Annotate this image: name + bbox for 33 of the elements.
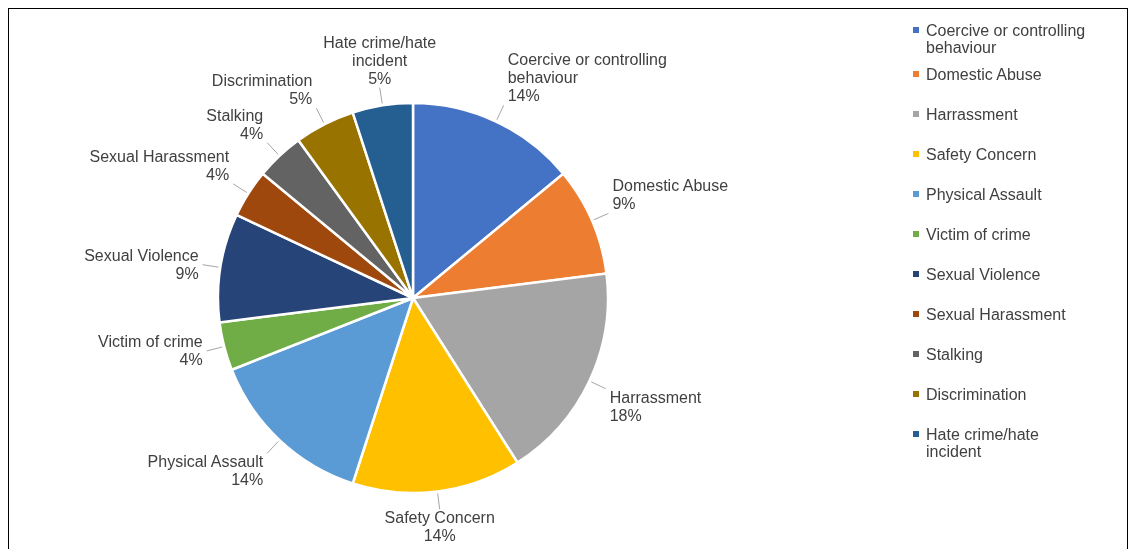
slice-label: Hate crime/hate incident — [323, 33, 437, 69]
legend-label: Discrimination — [926, 386, 1027, 403]
data-label: 9% — [612, 195, 636, 213]
slice-label: Physical Assault — [147, 453, 264, 471]
data-label: 5% — [289, 90, 313, 108]
legend-label: Coercive or controlling behaviour — [926, 22, 1086, 56]
legend-label: Physical Assault — [926, 186, 1043, 203]
legend-label: Sexual Violence — [926, 266, 1041, 283]
slice-label: Safety Concern — [384, 509, 495, 527]
legend-label: Harrassment — [926, 106, 1019, 123]
data-label: 9% — [175, 264, 199, 282]
slice-label: Sexual Harassment — [89, 147, 230, 165]
slice-label: Victim of crime — [98, 332, 203, 350]
data-label: 14% — [507, 87, 540, 105]
data-label: 14% — [231, 471, 264, 489]
data-label: 4% — [240, 124, 264, 142]
legend-label: Stalking — [926, 346, 983, 363]
data-label: 18% — [609, 406, 642, 424]
slice-label: Harrassment — [609, 388, 702, 406]
data-label: 4% — [179, 350, 203, 368]
legend-label: Sexual Harassment — [926, 306, 1067, 323]
slice-label: Coercive or controlling behaviour — [507, 51, 667, 87]
legend-label: Victim of crime — [926, 226, 1031, 243]
slice-label: Domestic Abuse — [612, 177, 729, 195]
data-label: 14% — [423, 527, 456, 545]
legend-label: Domestic Abuse — [926, 66, 1042, 83]
slice-label: Stalking — [206, 106, 264, 124]
slice-label: Sexual Violence — [84, 246, 199, 264]
legend-label: Safety Concern — [926, 146, 1037, 163]
legend-label: Hate crime/hate incident — [926, 426, 1040, 460]
data-label: 5% — [368, 69, 392, 87]
slice-label: Discrimination — [211, 72, 313, 90]
data-label: 4% — [206, 165, 230, 183]
